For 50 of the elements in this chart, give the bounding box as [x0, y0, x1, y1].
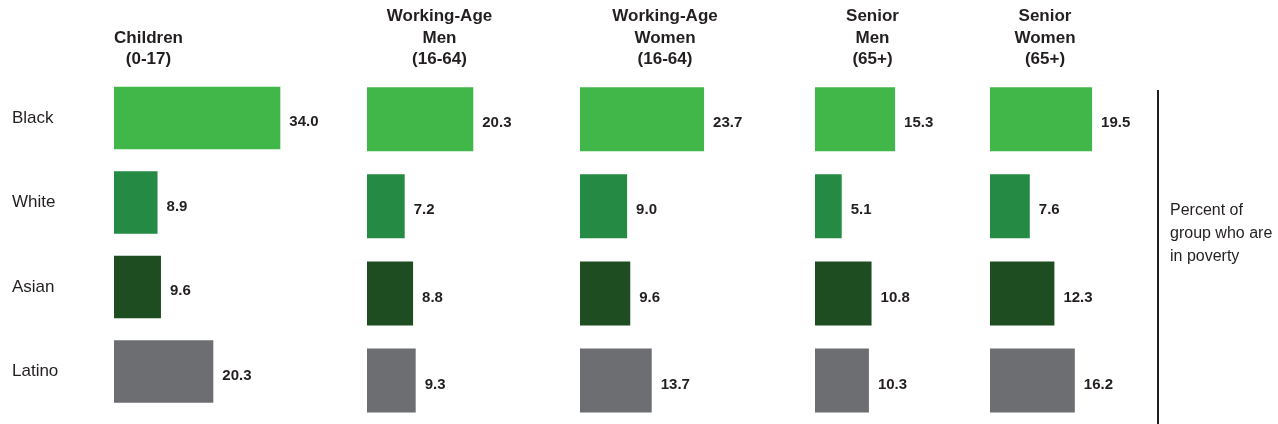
data-label: 13.7	[660, 374, 690, 392]
bar	[815, 261, 872, 326]
data-label: 9.6	[639, 287, 661, 305]
bar	[815, 348, 869, 413]
bar	[114, 255, 161, 319]
data-label: 10.8	[880, 287, 910, 305]
chart-title: Working-Age Men (16-64)	[386, 6, 493, 68]
data-label: 20.3	[482, 113, 512, 131]
data-label: 5.1	[850, 200, 872, 218]
bar	[114, 340, 214, 403]
data-label: 15.3	[904, 113, 934, 131]
bar	[367, 87, 474, 152]
data-label: 8.8	[422, 287, 443, 305]
data-label: 20.3	[222, 365, 252, 383]
bar	[114, 171, 158, 234]
y-tick-label: White	[12, 192, 56, 212]
chart-title: Children (0-17)	[114, 27, 183, 68]
bar	[580, 261, 631, 326]
data-label: 8.9	[166, 196, 188, 214]
y-tick-label: Asian	[12, 276, 55, 296]
data-label: 9.6	[169, 281, 191, 299]
bar	[367, 174, 405, 239]
data-label: 7.6	[1038, 200, 1060, 218]
chart-title: Working-Age Women (16-64)	[612, 6, 718, 68]
bar	[815, 174, 842, 239]
data-label: 19.5	[1101, 113, 1131, 131]
bar	[367, 261, 414, 326]
bar	[114, 86, 281, 150]
bar	[990, 261, 1055, 326]
bar	[815, 87, 896, 152]
bar	[580, 87, 705, 152]
data-label: 12.3	[1063, 287, 1093, 305]
bar	[990, 174, 1030, 239]
data-label: 16.2	[1083, 374, 1114, 392]
data-label: 23.7	[713, 113, 743, 131]
y-tick-label: Latino	[12, 361, 59, 381]
data-label: 7.2	[413, 200, 435, 218]
bar	[367, 348, 416, 413]
data-label: 9.0	[636, 200, 657, 218]
bar	[990, 348, 1075, 413]
text: Percent of group who are in poverty	[1170, 200, 1274, 266]
data-label: 9.3	[424, 374, 446, 392]
chart-title: Senior Men (65+)	[846, 6, 900, 68]
bar	[580, 174, 628, 239]
data-label: 34.0	[289, 112, 319, 130]
data-label: 10.3	[877, 374, 908, 392]
chart-title: Senior Women (65+)	[1014, 6, 1076, 68]
y-tick-label: Black	[12, 107, 55, 127]
bar	[580, 348, 652, 413]
bar	[990, 87, 1093, 152]
